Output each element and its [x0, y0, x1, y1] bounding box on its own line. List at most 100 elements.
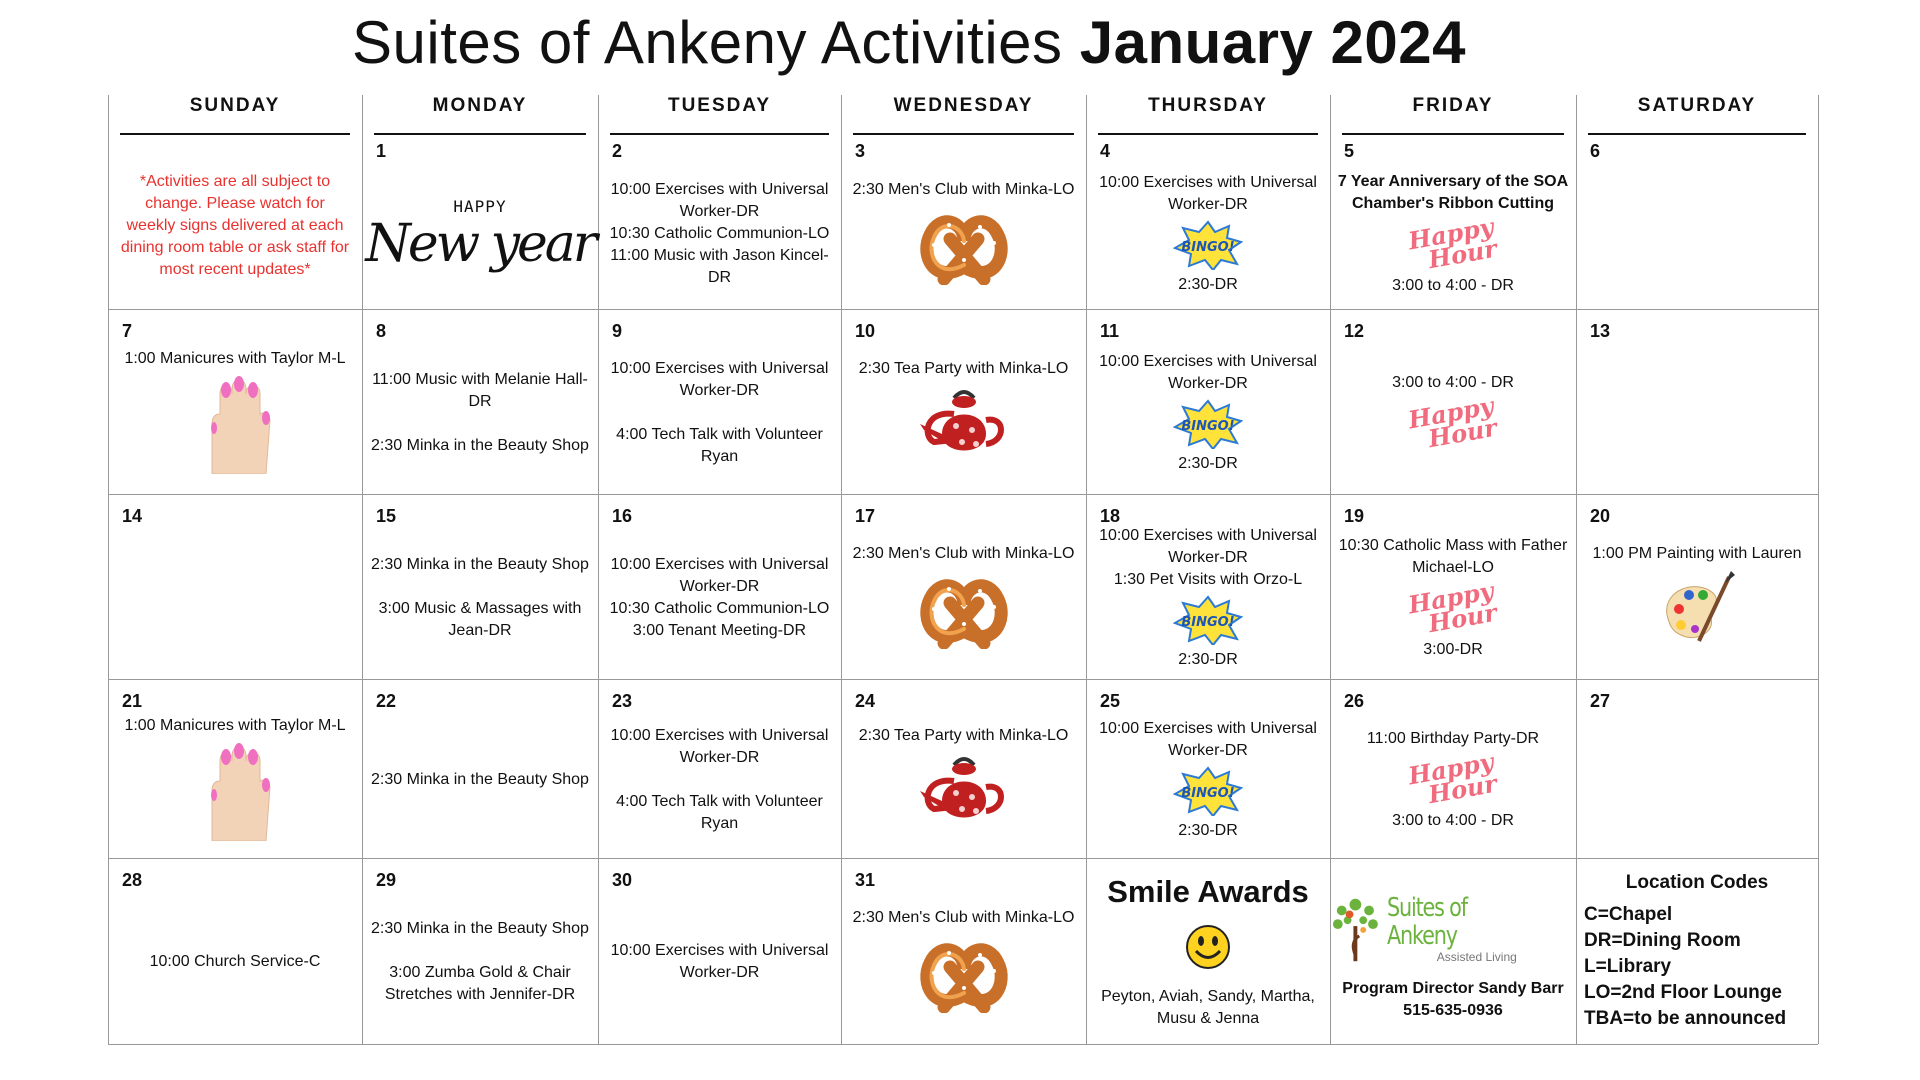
date-number: 31: [855, 870, 876, 890]
column-line: [1818, 95, 1819, 1044]
cell-content: Suites of Ankeny Assisted Living Program D…: [1330, 868, 1576, 1040]
activity: *Activities are all subject to change. P…: [120, 173, 350, 278]
activity: Peyton, Aviah, Sandy, Martha, Musu & Jen…: [1101, 988, 1315, 1027]
day-cell: 12 3:00 to 4:00 - DR Happy Hour: [1330, 309, 1576, 494]
row-line: [108, 858, 1818, 859]
cell-content: 2:30 Men's Club with Minka-LO: [841, 520, 1086, 675]
cell-content: 7 Year Anniversary of the SOA Chamber's …: [1330, 163, 1576, 305]
day-cell: 31 2:30 Men's Club with Minka-LO: [841, 858, 1086, 1044]
activity: DR=Dining Room: [1584, 930, 1741, 951]
date-number: 8: [376, 321, 387, 341]
row-line: [108, 494, 1818, 495]
day-name: MONDAY: [432, 95, 528, 116]
cell-content: 2:30 Tea Party with Minka-LO: [841, 705, 1086, 854]
day-name: SATURDAY: [1637, 95, 1757, 116]
activity: 3:00 Tenant Meeting-DR: [632, 621, 807, 639]
logo-tagline: Assisted Living: [1436, 950, 1517, 964]
day-cell: 28 10:00 Church Service-C: [108, 858, 362, 1044]
new-year-text: New year: [365, 213, 597, 274]
column-line: [1576, 95, 1577, 1044]
logo-text: Suites of Ankeny Assisted Living: [1387, 894, 1576, 964]
header-underline: [1098, 133, 1318, 135]
cell-content: 2:30 Men's Club with Minka-LO: [841, 163, 1086, 305]
activity: 7 Year Anniversary of the SOA Chamber's …: [1337, 173, 1569, 212]
day-cell: 22 2:30 Minka in the Beauty Shop: [362, 679, 598, 858]
bingo-icon: BINGO!: [1173, 398, 1243, 449]
cell-content: 10:00 Exercises with Universal Worker-DR…: [598, 520, 841, 675]
icon: [914, 751, 1014, 831]
icon: BINGO!: [1173, 765, 1243, 816]
date-number: 18: [1100, 506, 1121, 526]
activity: TBA=to be announced: [1584, 1008, 1787, 1029]
column-line: [362, 95, 363, 1044]
icon: [1657, 569, 1737, 649]
day-cell: 29 2:30 Minka in the Beauty Shop 3:00 Zumb…: [362, 858, 598, 1044]
activity: 10:30 Catholic Communion-LO: [609, 599, 830, 617]
cell-content: 10:00 Exercises with Universal Worker-DR…: [1086, 163, 1330, 305]
activity: 3:00-DR: [1423, 640, 1483, 658]
row-line: [108, 309, 1818, 310]
day-cell: 16 10:00 Exercises with Universal Worker-…: [598, 494, 841, 679]
activity: 3:00 to 4:00 - DR: [1392, 277, 1514, 294]
icon: Happy Hour: [1406, 390, 1499, 452]
activity: 10:00 Exercises with Universal Worker-DR: [610, 359, 829, 399]
bingo-text: BINGO!: [1181, 786, 1234, 801]
activity: 2:30 Minka in the Beauty Shop: [371, 770, 589, 788]
cell-content: 2:30 Minka in the Beauty Shop: [362, 705, 598, 854]
day-cell: 20 1:00 PM Painting with Lauren: [1576, 494, 1818, 679]
activity: 1:30 Pet Visits with Orzo-L: [1113, 570, 1303, 588]
cell-content: 1:00 Manicures with Taylor M-L: [108, 335, 362, 490]
activity: 1:00 PM Painting with Lauren: [1592, 544, 1802, 562]
date-number: 5: [1344, 141, 1355, 161]
activity: 2:30-DR: [1178, 276, 1238, 293]
new-year-art: HAPPY New year: [365, 197, 597, 274]
cell-content: 3:00 to 4:00 - DR Happy Hour: [1330, 335, 1576, 490]
activity: 11:00 Music with Jason Kincel-DR: [610, 247, 829, 286]
day-cell: 5 7 Year Anniversary of the SOA Chamber's…: [1330, 137, 1576, 309]
day-cell: 25 10:00 Exercises with Universal Worker-…: [1086, 679, 1330, 858]
day-name: TUESDAY: [667, 95, 772, 116]
date-number: 14: [122, 506, 143, 526]
pretzel-icon: [919, 215, 1008, 285]
activity: LO=2nd Floor Lounge: [1584, 982, 1782, 1003]
day-cell: 4 10:00 Exercises with Universal Worker-D…: [1086, 137, 1330, 309]
title-bold: January 2024: [1079, 9, 1466, 76]
icon: BINGO!: [1173, 220, 1243, 270]
day-cell: 3 2:30 Men's Club with Minka-LO: [841, 137, 1086, 309]
activity: 2:30 Tea Party with Minka-LO: [858, 359, 1069, 377]
activity: 10:30 Catholic Mass with Father Michael-…: [1338, 536, 1568, 576]
activity: 2:30 Minka in the Beauty Shop: [371, 555, 589, 573]
row-line: [108, 1044, 1818, 1045]
day-cell: 26 11:00 Birthday Party-DR Happy Hour 3:00 t…: [1330, 679, 1576, 858]
day-cell: 19 10:30 Catholic Mass with Father Michae…: [1330, 494, 1576, 679]
day-name: SUNDAY: [189, 95, 281, 116]
happy-hour-art: Happy Hour: [1406, 746, 1499, 812]
activity: 2:30-DR: [1178, 454, 1238, 472]
bingo-text: BINGO!: [1181, 240, 1234, 255]
activity: 11:00 Birthday Party-DR: [1366, 729, 1540, 747]
bingo-text: BINGO!: [1181, 615, 1234, 630]
cell-content: 10:00 Exercises with Universal Worker-DR…: [598, 163, 841, 305]
column-line: [841, 95, 842, 1044]
icon: HAPPY New year: [365, 197, 597, 274]
cell-content: 10:00 Church Service-C: [108, 884, 362, 1040]
bingo-icon: BINGO!: [1173, 765, 1243, 816]
activity: 3:00 to 4:00 - DR: [1392, 373, 1514, 391]
day-cell: Suites of Ankeny Assisted Living Program D…: [1330, 858, 1576, 1044]
activity: 2:30 Minka in the Beauty Shop: [371, 920, 589, 937]
cell-content: [1576, 705, 1818, 854]
activity: 515-635-0936: [1403, 1002, 1503, 1019]
bingo-text: BINGO!: [1181, 419, 1234, 434]
activity: 2:30 Men's Club with Minka-LO: [852, 909, 1075, 926]
activity: 3:00 Zumba Gold & Chair Stretches with J…: [384, 964, 576, 1003]
icon: [914, 384, 1014, 464]
title-text: Suites of Ankeny Activities: [352, 9, 1063, 76]
icon: Happy Hour: [1406, 746, 1499, 808]
date-number: 3: [855, 141, 866, 161]
day-cell: Smile Awards Peyton, Aviah, Sandy, Martha…: [1086, 858, 1330, 1044]
cell-content: 1:00 PM Painting with Lauren: [1576, 520, 1818, 675]
day-cell: 23 10:00 Exercises with Universal Worker-…: [598, 679, 841, 858]
date-number: 15: [376, 506, 397, 526]
cell-content: 10:00 Exercises with Universal Worker-DR: [598, 884, 841, 1040]
column-line: [1330, 95, 1331, 1044]
